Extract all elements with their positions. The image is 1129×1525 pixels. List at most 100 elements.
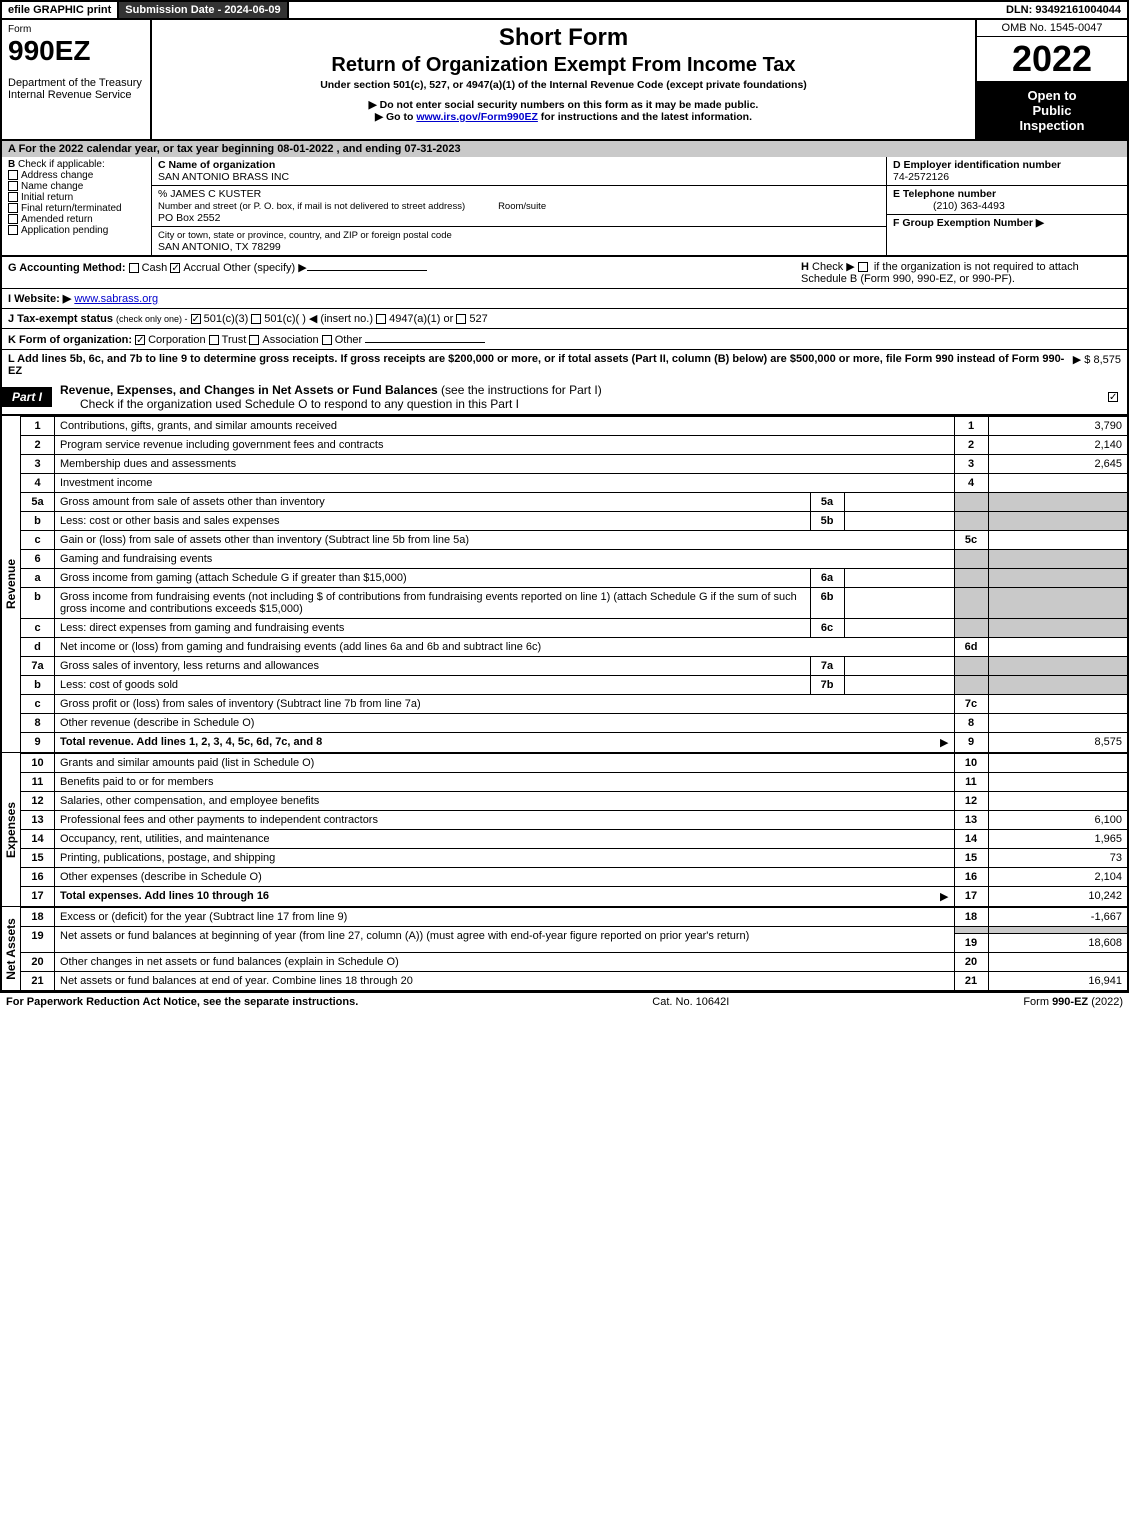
l20-num: 20	[21, 953, 55, 972]
l5c-num: c	[21, 531, 55, 550]
name-change: Name change	[21, 181, 83, 192]
chk-501c3[interactable]	[191, 314, 201, 324]
l16-text: Other expenses (describe in Schedule O)	[55, 868, 955, 887]
l7b-mid: 7b	[810, 676, 844, 695]
chk-527[interactable]	[456, 314, 466, 324]
row-i: I Website: ▶ www.sabrass.org	[0, 289, 1129, 309]
footer-right-bold: 990-EZ	[1052, 996, 1088, 1008]
l6c-num: c	[21, 619, 55, 638]
l8-side: 8	[954, 714, 988, 733]
chk-initial[interactable]	[8, 192, 18, 202]
l5b-num: b	[21, 512, 55, 531]
l5a-text: Gross amount from sale of assets other t…	[55, 493, 811, 512]
l16-side: 16	[954, 868, 988, 887]
l13-num: 13	[21, 811, 55, 830]
opt-assoc: Association	[262, 334, 318, 346]
chk-name[interactable]	[8, 181, 18, 191]
l6-side-grey	[954, 550, 988, 569]
l6a-val-grey	[988, 569, 1128, 588]
expenses-table: 10Grants and similar amounts paid (list …	[20, 753, 1129, 907]
part1-check	[1102, 388, 1127, 406]
dept-2: Internal Revenue Service	[8, 89, 144, 101]
title: Short Form	[162, 24, 965, 52]
l6d-text: Net income or (loss) from gaming and fun…	[55, 638, 955, 657]
chk-other-k[interactable]	[322, 335, 332, 345]
chk-part1[interactable]	[1108, 392, 1118, 402]
chk-corp[interactable]	[135, 335, 145, 345]
l17-num: 17	[21, 887, 55, 907]
l20-val	[988, 953, 1128, 972]
inspect-3: Inspection	[981, 118, 1123, 133]
l6d-num: d	[21, 638, 55, 657]
city-label: City or town, state or province, country…	[158, 230, 452, 241]
l4-val	[988, 474, 1128, 493]
part1-note: (see the instructions for Part I)	[441, 383, 602, 397]
l11-text: Benefits paid to or for members	[55, 773, 955, 792]
chk-h[interactable]	[858, 262, 868, 272]
chk-assoc[interactable]	[249, 335, 259, 345]
l7a-num: 7a	[21, 657, 55, 676]
l4-num: 4	[21, 474, 55, 493]
side-expenses-text: Expenses	[4, 801, 18, 857]
l-value: ▶ $ 8,575	[1073, 353, 1121, 377]
l7b-side-grey	[954, 676, 988, 695]
row-k: K Form of organization: Corporation Trus…	[0, 329, 1129, 350]
l5b-val-grey	[988, 512, 1128, 531]
other-k-blank	[365, 332, 485, 343]
goto-link[interactable]: www.irs.gov/Form990EZ	[416, 111, 538, 123]
l2-side: 2	[954, 436, 988, 455]
l5a-mid: 5a	[810, 493, 844, 512]
header-center: Short Form Return of Organization Exempt…	[152, 20, 977, 139]
l5b-side-grey	[954, 512, 988, 531]
l3-text: Membership dues and assessments	[55, 455, 955, 474]
l6b-midval	[844, 588, 954, 619]
l5c-side: 5c	[954, 531, 988, 550]
l14-side: 14	[954, 830, 988, 849]
l20-side: 20	[954, 953, 988, 972]
l5c-val	[988, 531, 1128, 550]
chk-cash[interactable]	[129, 263, 139, 273]
chk-trust[interactable]	[209, 335, 219, 345]
part1-check-text: Check if the organization used Schedule …	[60, 397, 519, 411]
website-link[interactable]: www.sabrass.org	[74, 293, 158, 305]
l7a-mid: 7a	[810, 657, 844, 676]
l18-num: 18	[21, 908, 55, 927]
under-section: Under section 501(c), 527, or 4947(a)(1)…	[162, 79, 965, 91]
side-expenses: Expenses	[0, 753, 20, 907]
l6d-side: 6d	[954, 638, 988, 657]
d-label: D Employer identification number	[893, 159, 1061, 171]
l15-text: Printing, publications, postage, and shi…	[55, 849, 955, 868]
goto-line: ▶ Go to www.irs.gov/Form990EZ for instru…	[162, 111, 965, 123]
chk-501c[interactable]	[251, 314, 261, 324]
f-label: F Group Exemption Number ▶	[893, 217, 1044, 229]
chk-final[interactable]	[8, 203, 18, 213]
l6a-mid: 6a	[810, 569, 844, 588]
chk-address[interactable]	[8, 170, 18, 180]
l2-text: Program service revenue including govern…	[55, 436, 955, 455]
l11-val	[988, 773, 1128, 792]
b-check-label: Check if applicable:	[18, 159, 105, 170]
l6b-mid: 6b	[810, 588, 844, 619]
col-b: B Check if applicable: Address change Na…	[2, 157, 152, 255]
l15-num: 15	[21, 849, 55, 868]
l12-text: Salaries, other compensation, and employ…	[55, 792, 955, 811]
omb-label: OMB No. 1545-0047	[977, 20, 1127, 37]
l21-text: Net assets or fund balances at end of ye…	[55, 972, 955, 992]
chk-pending[interactable]	[8, 225, 18, 235]
city: SAN ANTONIO, TX 78299	[158, 241, 281, 253]
side-netassets: Net Assets	[0, 907, 20, 992]
chk-amended[interactable]	[8, 214, 18, 224]
l19-text: Net assets or fund balances at beginning…	[55, 927, 955, 953]
l1-num: 1	[21, 417, 55, 436]
chk-accrual[interactable]	[170, 263, 180, 273]
side-revenue: Revenue	[0, 416, 20, 753]
h-label: H	[801, 261, 809, 273]
l6-num: 6	[21, 550, 55, 569]
submission-date-button[interactable]: Submission Date - 2024-06-09	[119, 2, 288, 18]
street: PO Box 2552	[158, 212, 220, 224]
l17-text: Total expenses. Add lines 10 through 16	[60, 890, 269, 902]
chk-4947[interactable]	[376, 314, 386, 324]
l5a-val-grey	[988, 493, 1128, 512]
l18-side: 18	[954, 908, 988, 927]
amended-return: Amended return	[21, 214, 93, 225]
